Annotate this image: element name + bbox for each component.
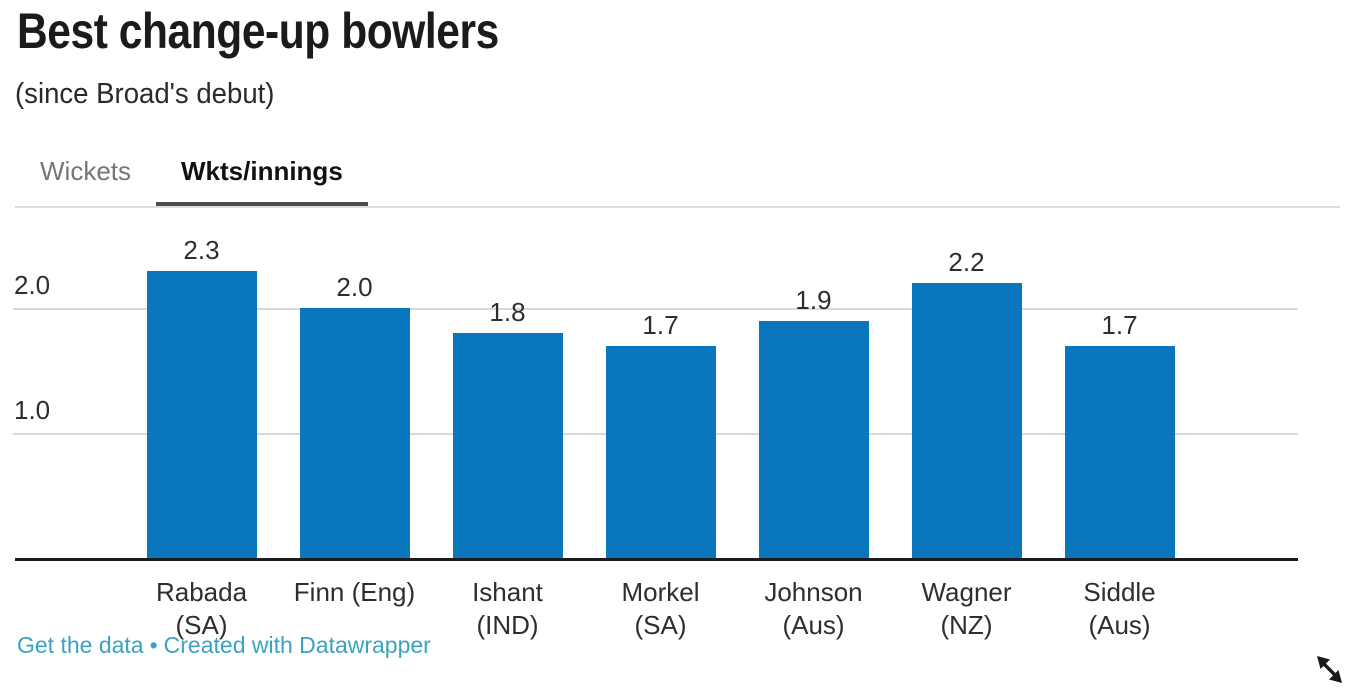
gridline xyxy=(13,308,1298,310)
tab-separator-line xyxy=(15,206,1340,208)
chart-subtitle: (since Broad's debut) xyxy=(15,78,275,110)
bar-column: 1.7 xyxy=(1043,208,1196,558)
x-axis-labels: Rabada (SA) Finn (Eng) Ishant (IND) Morkel (SA… xyxy=(125,576,1196,642)
category-label: Rabada (SA) xyxy=(155,577,248,640)
tab-wickets[interactable]: Wickets xyxy=(40,156,131,186)
y-axis-tick-label: 2.0 xyxy=(14,270,51,300)
tab-bar: Wickets Wkts/innings xyxy=(15,156,368,208)
bar xyxy=(452,333,563,558)
bar-value-label: 2.0 xyxy=(336,272,373,302)
category-label: Finn (Eng) xyxy=(293,577,416,607)
datawrapper-link[interactable]: Created with Datawrapper xyxy=(163,632,431,658)
bars: 2.3 2.0 1.8 1.7 1.9 2.2 1.7 xyxy=(125,208,1196,558)
category-label: Wagner (NZ) xyxy=(921,577,1012,640)
bar-column: 1.8 xyxy=(431,208,584,558)
category-label: Siddle (Aus) xyxy=(1083,577,1156,640)
resize-diagonal-cursor-icon xyxy=(1317,656,1342,683)
bar xyxy=(1064,345,1175,558)
bar-column: 2.0 xyxy=(278,208,431,558)
get-data-link[interactable]: Get the data xyxy=(17,632,144,658)
bar-value-label: 1.9 xyxy=(795,284,832,315)
bar-value-label: 2.3 xyxy=(183,234,220,265)
bar-value-label: 1.7 xyxy=(1101,309,1138,340)
bar xyxy=(758,320,869,558)
bar xyxy=(299,308,410,558)
bar-column: 2.3 xyxy=(125,208,278,558)
category-label: Ishant (IND) xyxy=(472,577,543,640)
category-label: Johnson (Aus) xyxy=(764,577,863,640)
chart-footer: Get the data • Created with Datawrapper xyxy=(17,631,431,659)
bar-column: 1.9 xyxy=(737,208,890,558)
bar-value-label: 1.8 xyxy=(489,297,526,327)
bar xyxy=(605,345,716,558)
bar-value-label: 2.2 xyxy=(948,247,985,277)
tab-wkts-innings[interactable]: Wkts/innings xyxy=(156,156,368,208)
x-axis-baseline xyxy=(15,558,1298,561)
plot-area: 1.0 2.0 2.3 2.0 1.8 1.7 1.9 2.2 1.7 xyxy=(0,208,1348,561)
bar-column: 1.7 xyxy=(584,208,737,558)
bar-value-label: 1.7 xyxy=(642,309,679,340)
chart-title: Best change-up bowlers xyxy=(17,3,499,59)
bar-column: 2.2 xyxy=(890,208,1043,558)
y-axis-tick-label: 1.0 xyxy=(14,395,51,425)
footer-separator: • xyxy=(149,632,158,658)
bar xyxy=(911,283,1022,558)
bar xyxy=(146,270,257,558)
category-label: Morkel (SA) xyxy=(621,577,700,640)
